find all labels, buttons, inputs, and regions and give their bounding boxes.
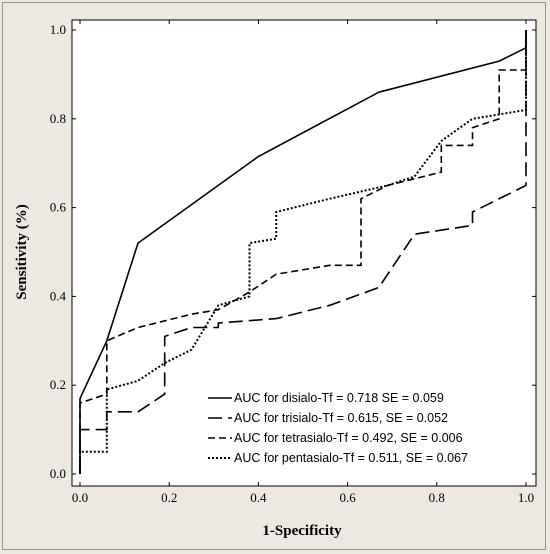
y-tick-label: 0.4 (50, 288, 67, 303)
x-tick-label: 1.0 (518, 490, 534, 505)
chart-frame-border (2, 2, 546, 550)
y-axis: 0.0 0.2 0.4 0.6 0.8 1.0 (50, 22, 536, 481)
y-tick-label: 0.0 (50, 466, 66, 481)
y-tick-label: 0.2 (50, 377, 66, 392)
legend: AUC for disialo-Tf = 0.718 SE = 0.059 AUC… (204, 384, 526, 474)
x-axis: 0.0 0.2 0.4 0.6 0.8 1.0 (72, 20, 534, 505)
series-layer (79, 30, 527, 474)
series-line-3 (79, 30, 527, 474)
x-tick-label: 0.4 (250, 490, 267, 505)
y-tick-label: 0.8 (50, 111, 66, 126)
y-tick-label: 1.0 (50, 22, 66, 37)
legend-box (204, 384, 526, 474)
x-tick-label: 0.6 (339, 490, 356, 505)
y-tick-label: 0.6 (50, 200, 67, 215)
x-tick-label: 0.8 (429, 490, 445, 505)
y-axis-title: Sensitivity (%) (14, 204, 30, 299)
series-line-4 (79, 30, 527, 474)
legend-label: AUC for disialo-Tf = 0.718 SE = 0.059 (234, 391, 444, 405)
series-line-2 (79, 30, 527, 474)
x-tick-label: 0.0 (72, 490, 88, 505)
legend-label: AUC for tetrasialo-Tf = 0.492, SE = 0.00… (234, 431, 463, 445)
legend-label: AUC for trisialo-Tf = 0.615, SE = 0.052 (234, 411, 448, 425)
legend-label: AUC for pentasialo-Tf = 0.511, SE = 0.06… (234, 451, 468, 465)
x-axis-title: 1-Specificity (262, 523, 342, 539)
x-tick-label: 0.2 (161, 490, 177, 505)
series-line-1 (79, 30, 527, 474)
